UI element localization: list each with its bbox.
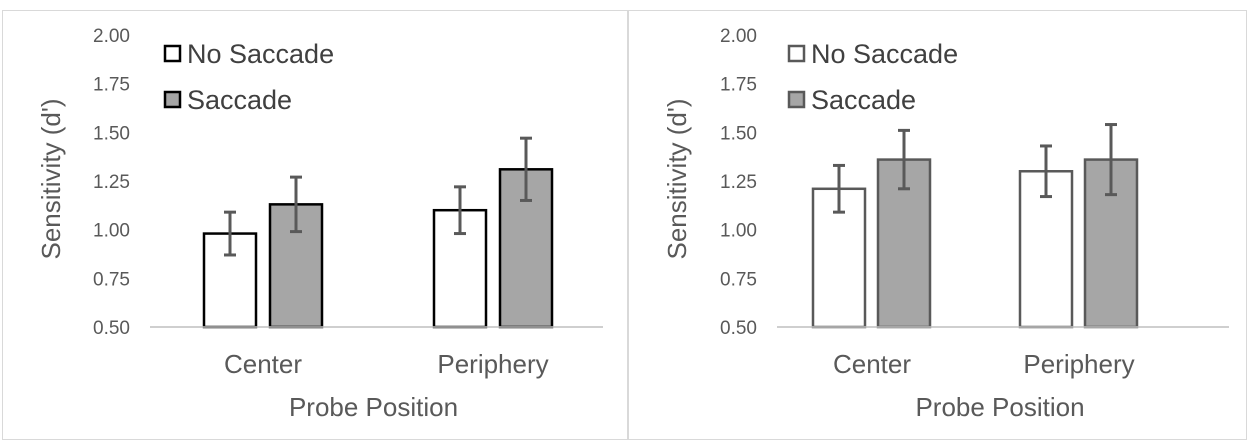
y-tick-label: 1.50 xyxy=(93,123,130,144)
chart-panel-left: 2.00 1.75 1.50 1.25 1.00 0.75 0.50 Center Periph… xyxy=(2,10,628,440)
y-tick-label: 1.00 xyxy=(720,221,757,242)
x-tick-label-center: Center xyxy=(833,349,911,379)
error-bar xyxy=(290,175,302,234)
x-axis-title: Probe Position xyxy=(289,392,458,422)
x-tick-label-periphery: Periphery xyxy=(437,349,548,379)
error-bar xyxy=(833,163,845,214)
y-tick-label: 0.75 xyxy=(93,269,130,290)
y-tick-label: 1.25 xyxy=(720,172,757,193)
legend-label-saccade: Saccade xyxy=(187,85,292,115)
y-tick-label: 0.50 xyxy=(93,318,130,339)
bars xyxy=(811,123,1139,329)
y-tick-label: 1.00 xyxy=(93,221,130,242)
y-tick-label: 1.75 xyxy=(93,75,130,96)
x-axis-title: Probe Position xyxy=(915,392,1084,422)
y-tick-label: 1.25 xyxy=(93,172,130,193)
error-bar xyxy=(1040,144,1052,199)
y-tick-label: 1.50 xyxy=(720,123,757,144)
legend-swatch-no-saccade xyxy=(163,44,182,63)
x-tick-labels: Center Periphery xyxy=(224,349,549,379)
y-axis-title: Sensitivity (d') xyxy=(662,98,692,259)
legend-swatch-saccade xyxy=(163,90,182,109)
bars xyxy=(202,136,554,329)
legend: No Saccade Saccade xyxy=(163,39,334,115)
x-tick-labels: Center Periphery xyxy=(833,349,1135,379)
chart-right: 2.00 1.75 1.50 1.25 1.00 0.75 0.50 Center Periph… xyxy=(662,26,1229,422)
error-bar xyxy=(1105,123,1117,197)
error-bar xyxy=(454,185,466,236)
error-bar xyxy=(898,128,910,191)
y-axis-title: Sensitivity (d') xyxy=(36,98,66,259)
legend-swatch-no-saccade xyxy=(787,44,806,63)
x-tick-label-center: Center xyxy=(224,349,302,379)
y-tick-labels: 2.00 1.75 1.50 1.25 1.00 0.75 0.50 xyxy=(93,26,130,339)
y-tick-label: 0.75 xyxy=(720,269,757,290)
y-tick-label: 0.50 xyxy=(720,318,757,339)
legend-label-no-saccade: No Saccade xyxy=(187,39,334,69)
y-tick-label: 2.00 xyxy=(720,26,757,47)
chart-left: 2.00 1.75 1.50 1.25 1.00 0.75 0.50 Center Periph… xyxy=(36,26,603,422)
x-tick-label-periphery: Periphery xyxy=(1023,349,1134,379)
y-tick-label: 2.00 xyxy=(93,26,130,47)
legend-swatch-saccade xyxy=(787,90,806,109)
y-tick-label: 1.75 xyxy=(720,75,757,96)
chart-panel-right: 2.00 1.75 1.50 1.25 1.00 0.75 0.50 Center Periph… xyxy=(628,10,1247,440)
error-bar xyxy=(520,136,532,202)
legend: No Saccade Saccade xyxy=(787,39,958,115)
error-bar xyxy=(224,210,236,257)
legend-label-no-saccade: No Saccade xyxy=(811,39,958,69)
y-tick-labels: 2.00 1.75 1.50 1.25 1.00 0.75 0.50 xyxy=(720,26,757,339)
legend-label-saccade: Saccade xyxy=(811,85,916,115)
